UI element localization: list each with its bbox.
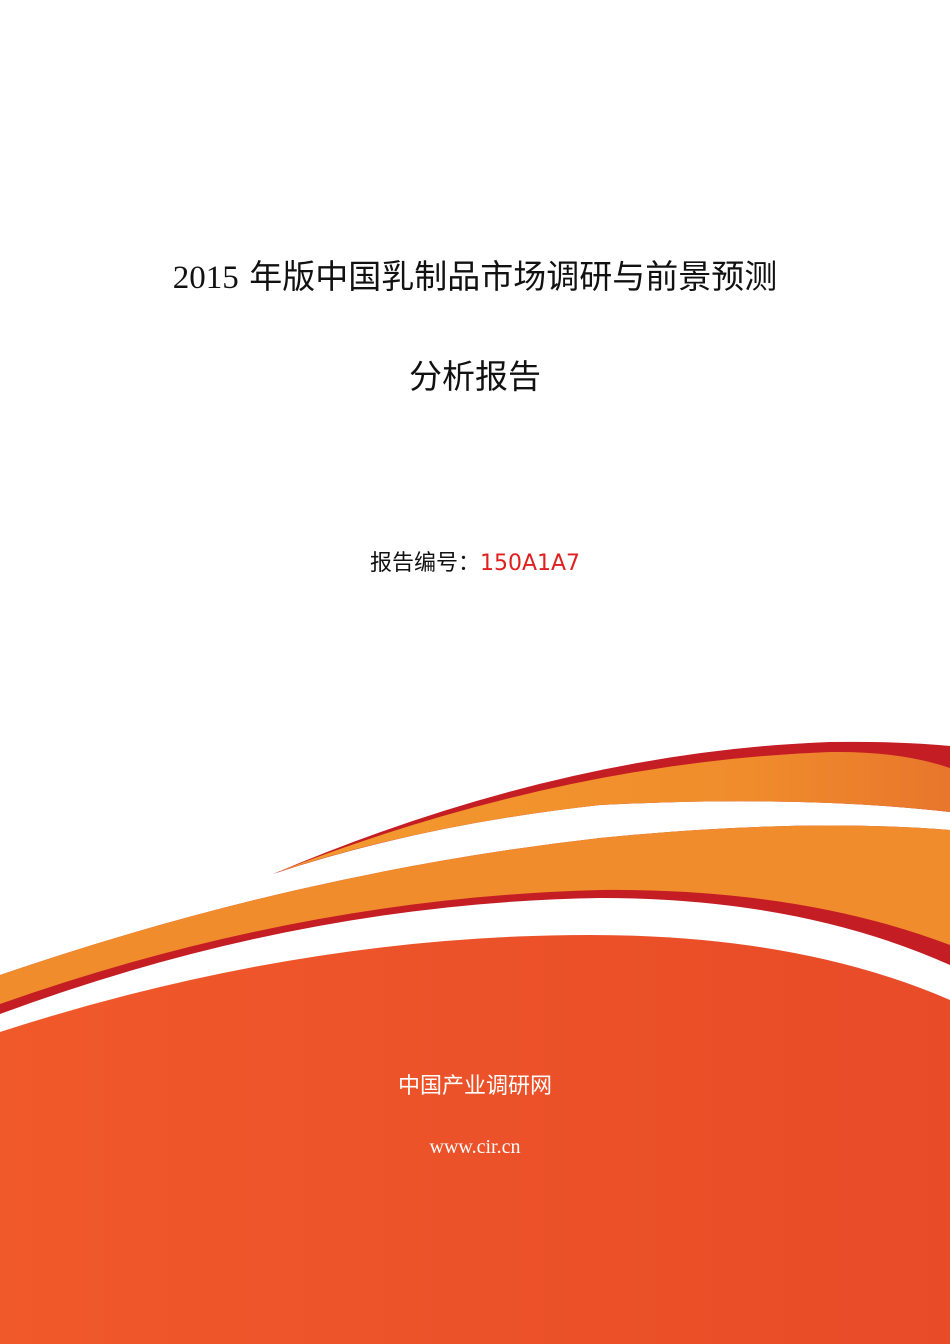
report-code-label: 报告编号： (369, 551, 480, 576)
top-band (275, 751, 950, 873)
report-code: 报告编号：150A1A7 (0, 545, 950, 577)
title-year: 2015 (172, 260, 239, 296)
bottom-fill (0, 935, 950, 1344)
report-code-value: 150A1A7 (479, 551, 581, 576)
middle-band (0, 825, 950, 1004)
report-title-line2: 分析报告 (409, 357, 541, 396)
report-title-line1: 2015 年版中国乳制品市场调研与前景预测 (0, 250, 950, 298)
title-text: 年版中国乳制品市场调研与前景预测 (249, 257, 778, 296)
organization-name: 中国产业调研网 (397, 1074, 552, 1099)
website-link[interactable]: www.cir.cn (429, 1136, 521, 1158)
